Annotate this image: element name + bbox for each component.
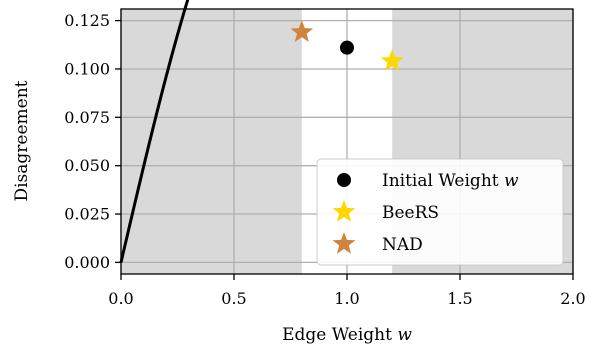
point-nad xyxy=(290,20,314,42)
legend-box xyxy=(316,158,564,266)
point-initial-weight xyxy=(340,40,354,55)
x-tick-label-0: 0.0 xyxy=(108,289,133,308)
tick-marks xyxy=(115,19,574,280)
y-tick-label-0: 0.000 xyxy=(64,253,110,272)
points-layer xyxy=(290,20,404,71)
y-tick-label-4: 0.100 xyxy=(64,59,110,78)
x-tick-label-1: 0.5 xyxy=(221,289,246,308)
y-tick-labels: 0.000 0.025 0.050 0.075 0.100 0.125 xyxy=(64,11,110,272)
y-tick-label-1: 0.025 xyxy=(64,205,110,224)
y-tick-label-3: 0.075 xyxy=(64,108,110,127)
legend-marker-initial-weight xyxy=(337,173,351,187)
x-tick-label-3: 1.5 xyxy=(447,289,472,308)
y-axis-label: Disagreement xyxy=(12,80,32,201)
y-tick-label-2: 0.050 xyxy=(64,156,110,175)
legend-label-beers: BeeRS xyxy=(382,203,439,223)
legend-label-nad: NAD xyxy=(382,235,423,255)
x-tick-label-2: 1.0 xyxy=(334,289,359,308)
x-axis-label: Edge Weight w xyxy=(282,325,412,345)
legend-label-initial-weight: Initial Weight w xyxy=(382,171,519,191)
shaded-region-0 xyxy=(121,9,302,274)
x-tick-label-4: 2.0 xyxy=(560,289,585,308)
legend-marker-beers xyxy=(332,200,356,222)
legend-marker-nad xyxy=(332,232,356,254)
x-tick-labels: 0.0 0.5 1.0 1.5 2.0 xyxy=(108,289,585,308)
y-tick-label-5: 0.125 xyxy=(64,11,110,30)
legend: Initial Weight w BeeRS NAD xyxy=(316,158,564,266)
point-beers xyxy=(380,49,404,71)
shaded-regions xyxy=(121,9,573,274)
